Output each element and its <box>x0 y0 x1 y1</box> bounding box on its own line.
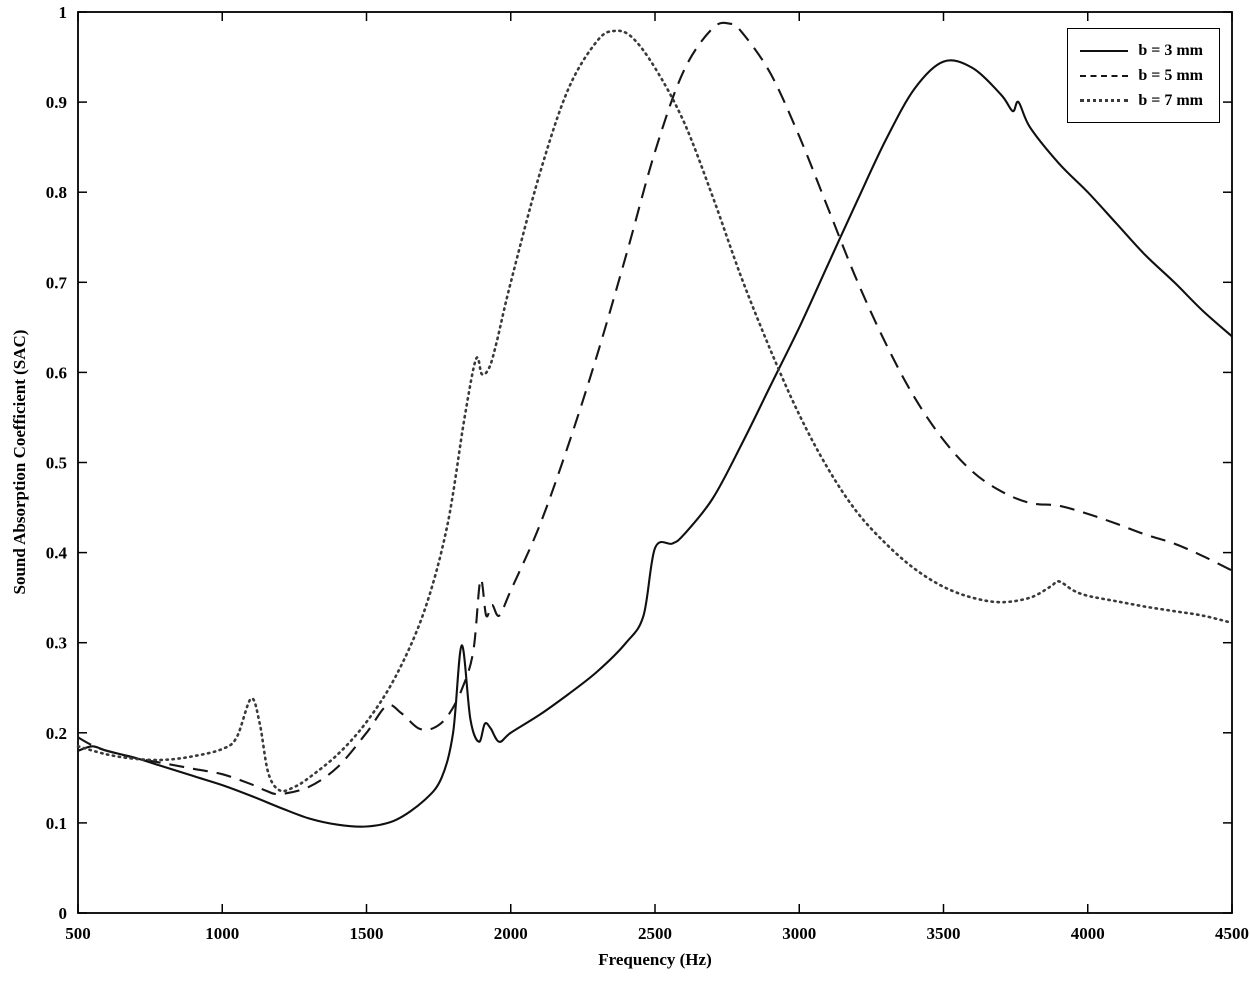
legend-label-b5: b = 5 mm <box>1138 66 1203 84</box>
y-tick-label: 0 <box>59 904 68 923</box>
y-tick-label: 0.9 <box>46 93 67 112</box>
legend-dashed-line-icon <box>1080 74 1129 77</box>
x-tick-label: 2000 <box>494 924 528 943</box>
x-tick-label: 2500 <box>638 924 672 943</box>
legend-label-b7: b = 7 mm <box>1138 91 1203 109</box>
legend: b = 3 mm b = 5 mm b = 7 mm <box>1067 28 1220 123</box>
y-tick-label: 1 <box>59 3 68 22</box>
y-tick-label: 0.2 <box>46 724 67 743</box>
legend-dotted-line-icon <box>1080 99 1129 102</box>
y-tick-label: 0.3 <box>46 634 67 653</box>
legend-label-b3: b = 3 mm <box>1138 41 1203 59</box>
legend-item-b3: b = 3 mm <box>1080 38 1203 63</box>
y-tick-label: 0.8 <box>46 183 67 202</box>
x-axis-label: Frequency (Hz) <box>598 950 712 969</box>
x-tick-label: 500 <box>65 924 91 943</box>
axis-box <box>77 11 1233 914</box>
x-tick-label: 3500 <box>927 924 961 943</box>
legend-item-b7: b = 7 mm <box>1080 88 1203 113</box>
series-line-dotted <box>76 29 1234 793</box>
y-tick-label: 0.5 <box>46 454 67 473</box>
legend-item-b5: b = 5 mm <box>1080 63 1203 88</box>
y-tick-label: 0.4 <box>46 544 68 563</box>
x-tick-label: 4000 <box>1071 924 1105 943</box>
x-tick-label: 4500 <box>1215 924 1249 943</box>
y-axis-label: Sound Absorption Coefficient (SAC) <box>10 329 29 595</box>
legend-solid-line-icon <box>1080 49 1129 52</box>
x-tick-label: 1500 <box>350 924 384 943</box>
y-tick-label: 0.1 <box>46 814 67 833</box>
y-tick-label: 0.6 <box>46 363 67 382</box>
y-tick-label: 0.7 <box>46 273 68 292</box>
x-tick-label: 1000 <box>205 924 239 943</box>
series-line-dashed <box>77 21 1233 796</box>
series-line-solid <box>77 59 1233 828</box>
x-tick-label: 3000 <box>782 924 816 943</box>
